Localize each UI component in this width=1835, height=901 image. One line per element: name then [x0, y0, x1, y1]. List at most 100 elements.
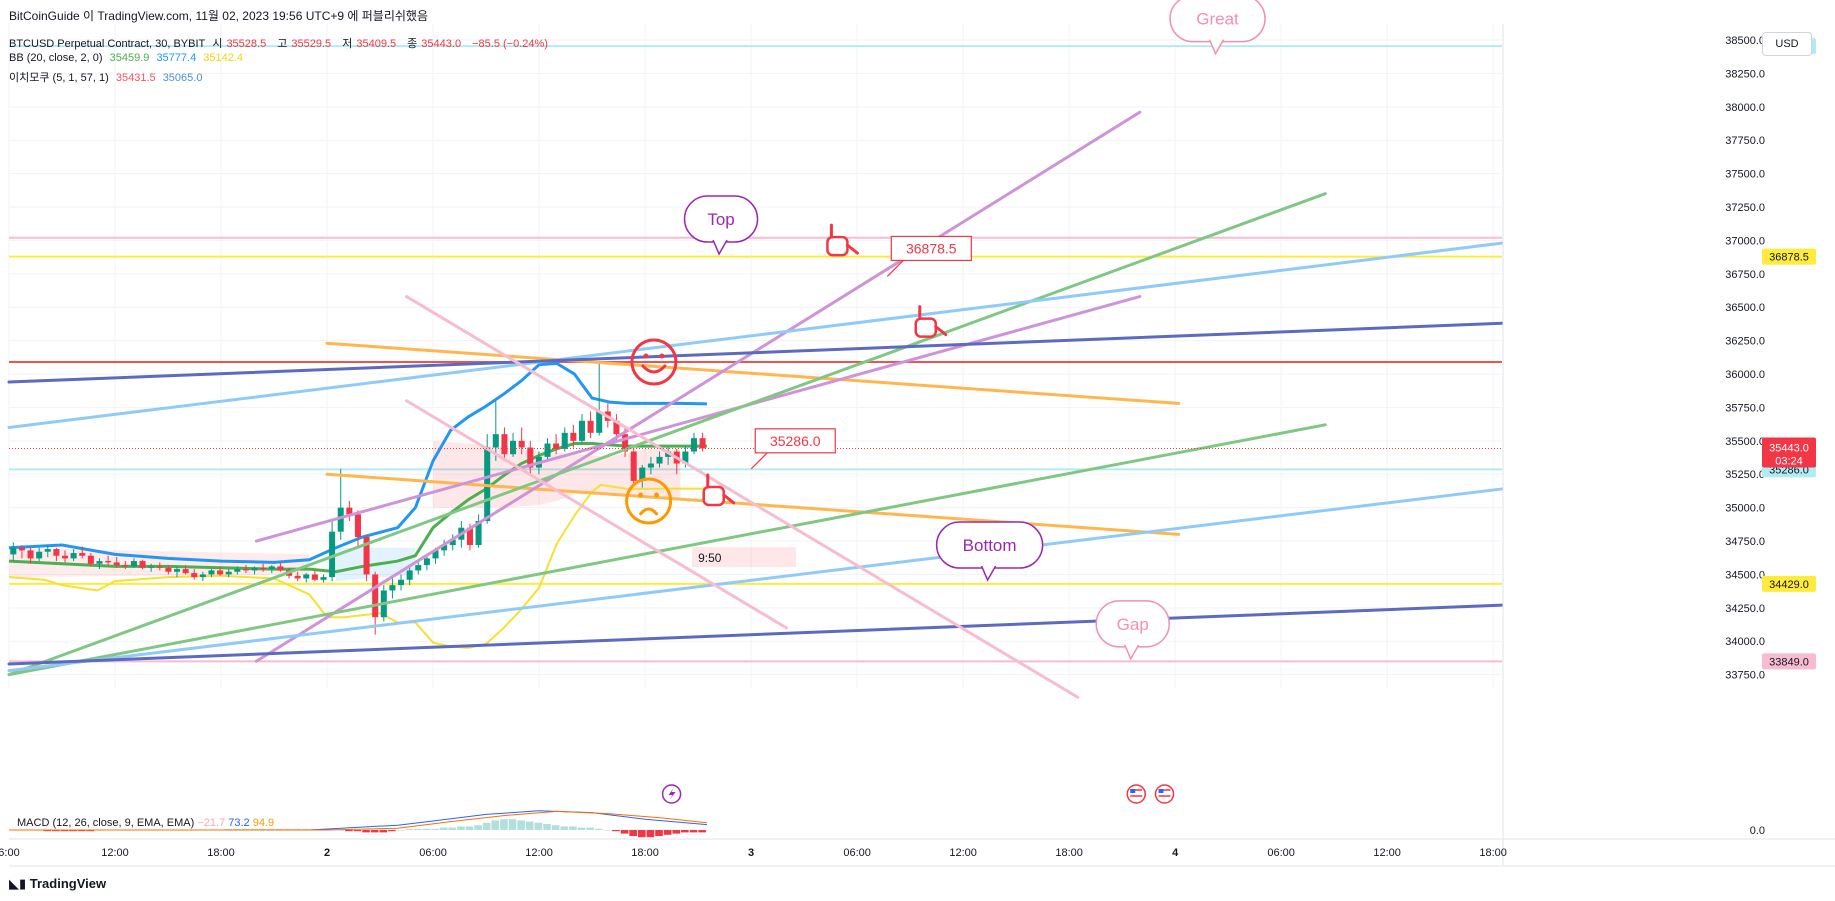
- face-eye: [654, 492, 660, 498]
- time-tick-label: 12:00: [101, 847, 129, 859]
- candle-body: [303, 574, 310, 579]
- candle-body: [61, 555, 69, 559]
- macd-hist-bar: [620, 830, 629, 834]
- trend-line: [7, 192, 1327, 677]
- candle-body: [656, 456, 663, 464]
- candle-body: [174, 569, 181, 572]
- bb-upper-line: [8, 361, 707, 564]
- price-tick-label: 37500.0: [1725, 169, 1765, 181]
- candle-body: [682, 451, 689, 464]
- macd-hist-bar: [439, 827, 448, 830]
- candle-body: [699, 438, 706, 449]
- candle-body: [70, 553, 77, 559]
- candle-body: [346, 507, 353, 515]
- macd-hist-bar: [448, 827, 457, 830]
- time-tick-label: 06:00: [1267, 847, 1295, 859]
- us-flag-icon: [1126, 784, 1147, 804]
- symbol-title[interactable]: BTCUSD Perpetual Contract, 30, BYBIT: [9, 38, 206, 50]
- flag-canton: [1158, 789, 1164, 793]
- callout-tail: [1208, 39, 1225, 56]
- candle-body: [36, 551, 43, 559]
- bb-label[interactable]: BB (20, close, 2, 0): [9, 52, 103, 64]
- candle-body: [311, 574, 318, 580]
- macd-hist-bar: [551, 825, 560, 830]
- level-price-tag-text: 34429.0: [1769, 579, 1809, 591]
- macd-label[interactable]: MACD (12, 26, close, 9, EMA, EMA): [17, 817, 195, 829]
- candle-body: [561, 432, 568, 449]
- time-tick-label: 18:00: [1479, 847, 1507, 859]
- macd-hist-bar: [491, 820, 500, 830]
- level-price-tag-text: 36878.5: [1769, 252, 1809, 264]
- level-price-tag: [1762, 653, 1816, 670]
- currency-button[interactable]: USD: [1762, 32, 1812, 56]
- macd-signal-line: [9, 810, 707, 831]
- macd-hist-bar: [577, 827, 586, 830]
- candle-body: [578, 420, 585, 441]
- candle-body: [372, 574, 379, 618]
- candle-body: [320, 577, 327, 580]
- trend-line: [7, 603, 1504, 666]
- time-tick-label: 2: [324, 847, 330, 859]
- price-label-text: 36878.5: [906, 240, 957, 256]
- macd-hist-bar: [353, 830, 362, 832]
- candle-body: [570, 432, 577, 441]
- callout-text: Top: [707, 210, 734, 229]
- hand-thumb: [845, 243, 859, 255]
- ichimoku-label[interactable]: 이치모쿠 (5, 1, 57, 1): [9, 72, 109, 84]
- axes: [9, 24, 1835, 867]
- candle-body: [44, 549, 51, 552]
- candle-body: [113, 562, 120, 566]
- price-tick-label: 38000.0: [1725, 102, 1765, 114]
- macd-hist-bar: [525, 821, 534, 830]
- face-eye: [643, 353, 649, 359]
- callout-tail: [1124, 644, 1140, 661]
- bollinger-bands: [8, 361, 707, 649]
- ichimoku-b-value: 35065.0: [162, 72, 203, 84]
- price-tick-label: 35000.0: [1725, 503, 1765, 515]
- price-label-box: [890, 235, 972, 262]
- hand-thumb: [722, 493, 736, 505]
- macd-hist-bar: [60, 830, 69, 832]
- candle-body: [260, 567, 267, 570]
- macd-hist-bar: [422, 828, 431, 830]
- pointing-hand-icon: [826, 235, 849, 257]
- candle-body: [217, 570, 224, 575]
- trend-line: [7, 321, 1504, 384]
- face-mouth: [639, 507, 659, 516]
- macd-hist-bar: [698, 830, 706, 833]
- macd-hist-bar: [258, 828, 267, 830]
- candle-body: [53, 549, 60, 556]
- callout-tail: [712, 239, 728, 256]
- candle-body: [139, 561, 146, 568]
- candle-body: [596, 411, 603, 433]
- candle-body: [87, 555, 94, 564]
- macd-hist-bar: [250, 828, 258, 830]
- price-tick-label: 34250.0: [1725, 603, 1765, 615]
- trend-line: [254, 110, 1142, 663]
- candle-body: [466, 527, 473, 546]
- tv-logo-icon: ◣▮: [9, 876, 30, 891]
- macd-hist-bar: [457, 826, 465, 830]
- macd-hist-bar: [370, 830, 379, 833]
- price-tick-label: 38250.0: [1725, 68, 1765, 80]
- macd-hist-bar: [336, 830, 345, 831]
- candle-body: [449, 539, 456, 546]
- macd-hist-bar: [43, 830, 52, 832]
- macd-hist-bar: [663, 830, 672, 835]
- macd-hist-bar: [655, 830, 663, 836]
- time-tick-label: 12:00: [1373, 847, 1401, 859]
- candle-body: [79, 553, 86, 556]
- macd-hist-bar: [543, 824, 551, 830]
- time-label-bg: [692, 547, 797, 568]
- price-label-text: 35286.0: [770, 433, 821, 449]
- macd-hist-bar: [681, 830, 689, 833]
- bb-upper-value: 35777.4: [156, 52, 197, 64]
- price-tick-label: 37000.0: [1725, 235, 1765, 247]
- tradingview-logo[interactable]: ◣▮ TradingView: [9, 876, 107, 891]
- pointing-hand-icon: [914, 317, 938, 338]
- hand-thumb: [934, 325, 948, 337]
- macd-hist-bar: [672, 830, 681, 834]
- macd-hist-bar: [560, 826, 569, 830]
- macd-hist-bar: [482, 822, 491, 830]
